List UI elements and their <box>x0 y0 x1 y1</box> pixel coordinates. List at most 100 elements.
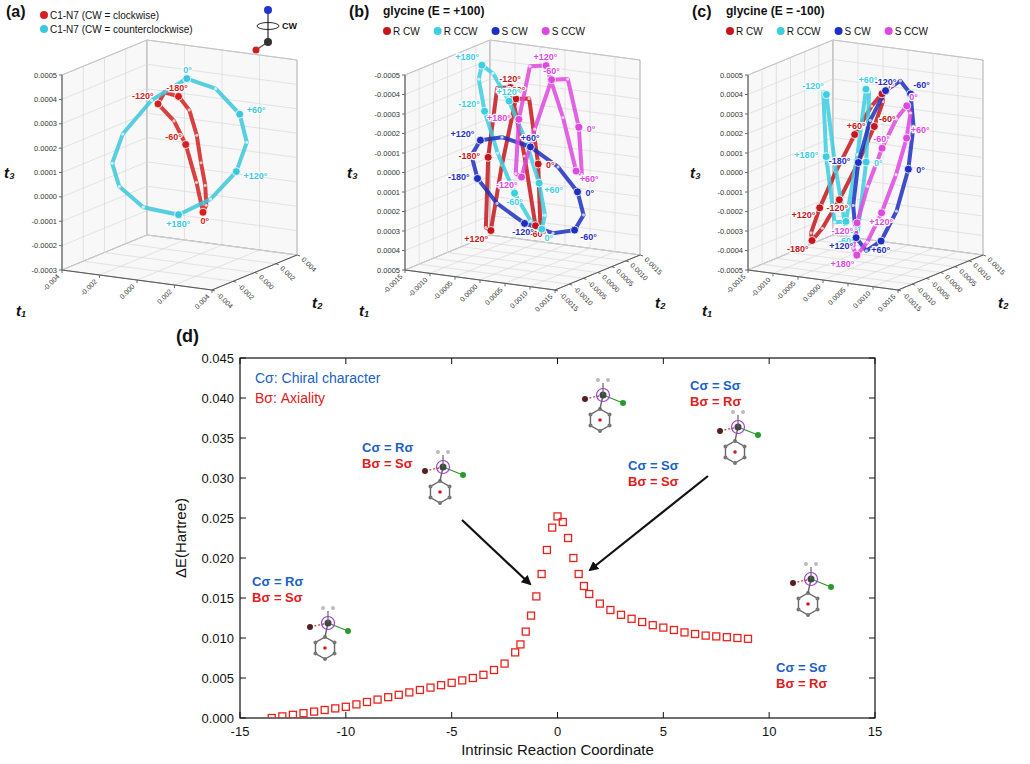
axis-title: t₂ <box>998 294 1009 311</box>
tick <box>769 712 770 718</box>
panel-letter: (d) <box>176 326 199 346</box>
annotation: Bσ = Rσ <box>690 394 741 409</box>
point <box>496 151 499 154</box>
axis-line <box>898 255 983 290</box>
axis-line <box>555 255 640 290</box>
tick <box>451 712 452 718</box>
data-point <box>533 593 540 600</box>
angle-label: +60° <box>871 245 890 255</box>
angle-label: -60° <box>543 66 560 76</box>
tick <box>557 358 558 364</box>
angle-label: 0° <box>183 65 192 75</box>
angle-label: +60° <box>544 185 563 195</box>
point <box>852 204 855 207</box>
tick-label: 0.035 <box>201 431 234 446</box>
data-point <box>427 684 434 691</box>
data-point <box>469 675 476 682</box>
angle-point <box>903 134 911 142</box>
tick-label: -0.004 <box>215 291 234 310</box>
point <box>514 172 517 175</box>
point <box>199 161 202 164</box>
angle-point <box>484 153 492 161</box>
tick-label: 0.0005 <box>377 266 400 275</box>
grid-line <box>405 196 640 231</box>
molecule-atom <box>608 413 612 417</box>
inset-rotation <box>257 23 279 30</box>
angle-label: +120° <box>869 217 893 227</box>
tick-label: -0.002 <box>79 278 98 297</box>
angle-label: 0° <box>545 233 554 243</box>
angle-point <box>862 85 870 93</box>
legend-text: S CW <box>845 26 872 37</box>
molecule-atom <box>333 641 337 645</box>
legend-swatch <box>885 27 893 35</box>
axis-title: ΔE(Hartree) <box>172 498 189 578</box>
legend-swatch <box>492 27 500 35</box>
data-point <box>628 615 635 622</box>
grid-line <box>62 186 297 221</box>
data-point <box>538 571 545 578</box>
molecule-atom <box>743 456 747 460</box>
molecule-atom <box>313 641 317 645</box>
axis-title: t₁ <box>702 302 712 319</box>
point <box>809 231 812 234</box>
angle-point <box>878 209 886 217</box>
annotation: Bσ = Rσ <box>776 676 827 691</box>
tick <box>869 598 875 599</box>
axis-line <box>62 75 63 270</box>
tick <box>451 358 452 364</box>
angle-label: -60° <box>580 232 597 242</box>
inset-label: CW <box>282 21 297 31</box>
grid-line <box>62 89 297 124</box>
angle-label: +180° <box>487 113 511 123</box>
angle-label: +180° <box>794 150 818 160</box>
legend-text: R CW <box>736 26 763 37</box>
grid-line <box>62 40 297 75</box>
tick-label: 0.000 <box>258 273 275 290</box>
data-point <box>268 715 275 719</box>
angle-point <box>571 226 579 234</box>
axis-title: Intrinsic Reaction Coordinate <box>461 741 654 758</box>
grid-line <box>791 58 941 273</box>
tick <box>240 358 241 364</box>
molecule-bond <box>442 455 443 467</box>
data-point <box>374 696 381 703</box>
angle-point <box>526 143 534 151</box>
panel-3d: -0.0005-0.0004-0.0003-0.0002-0.00010.000… <box>347 3 666 319</box>
angle-point <box>575 123 583 131</box>
tick <box>869 718 875 719</box>
data-point <box>702 632 709 639</box>
angle-label: 0° <box>916 165 925 175</box>
annotation: Bσ = Sσ <box>252 590 303 605</box>
grid-line <box>490 40 640 255</box>
axis-line <box>405 75 406 270</box>
tick-label: 0.0002 <box>34 144 57 153</box>
grid-line <box>105 58 255 273</box>
molecule-atom <box>588 413 592 417</box>
tick <box>345 358 346 364</box>
arrow <box>462 520 530 584</box>
tick <box>240 712 241 718</box>
data-point <box>649 622 656 629</box>
tick-label: 0.0015 <box>643 256 663 276</box>
tick-label: -0.0001 <box>375 149 400 158</box>
tick-label: 0.0005 <box>720 71 743 80</box>
grid-line <box>773 43 858 273</box>
axis-title: t₂ <box>312 294 323 311</box>
point <box>477 78 480 81</box>
tick-label: 0.0003 <box>34 119 57 128</box>
tick <box>869 558 875 559</box>
point <box>195 181 198 184</box>
point <box>188 108 191 111</box>
grid-line <box>405 235 640 270</box>
angle-point <box>521 219 529 227</box>
data-point <box>321 707 328 714</box>
data-point <box>364 699 371 706</box>
annotation: Cσ = Sσ <box>628 458 679 473</box>
tick-label: 0.0005 <box>484 286 504 306</box>
tick <box>663 358 664 364</box>
legend-text: R CCW <box>787 26 821 37</box>
tick <box>663 712 664 718</box>
angle-label: -180° <box>787 244 809 254</box>
trajectory <box>158 92 206 212</box>
